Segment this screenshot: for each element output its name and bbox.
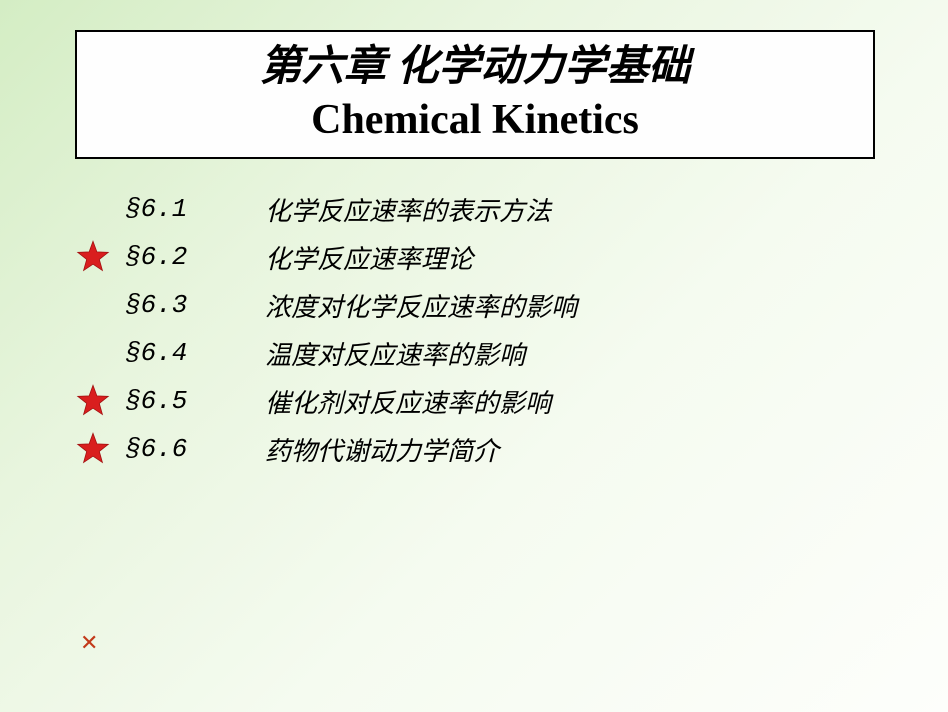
star-icon bbox=[75, 239, 111, 275]
section-number: §6.5 bbox=[125, 386, 265, 416]
toc-row: §6.5催化剂对反应速率的影响 bbox=[125, 377, 577, 425]
chapter-title-en: Chemical Kinetics bbox=[77, 95, 873, 145]
section-title: 药物代谢动力学简介 bbox=[265, 431, 499, 468]
section-title: 浓度对化学反应速率的影响 bbox=[265, 287, 577, 324]
section-number: §6.4 bbox=[125, 338, 265, 368]
section-number: §6.1 bbox=[125, 194, 265, 224]
toc-row: §6.6药物代谢动力学简介 bbox=[125, 425, 577, 473]
toc-row: §6.1化学反应速率的表示方法 bbox=[125, 185, 577, 233]
chapter-title-box: 第六章 化学动力学基础 Chemical Kinetics bbox=[75, 30, 875, 159]
x-mark-icon: ✕ bbox=[80, 630, 98, 656]
toc-row: §6.4温度对反应速率的影响 bbox=[125, 329, 577, 377]
chapter-title-cn: 第六章 化学动力学基础 bbox=[77, 40, 873, 95]
section-title: 化学反应速率理论 bbox=[265, 239, 473, 276]
toc-row: §6.2化学反应速率理论 bbox=[125, 233, 577, 281]
section-title: 催化剂对反应速率的影响 bbox=[265, 383, 551, 420]
section-number: §6.6 bbox=[125, 434, 265, 464]
toc-row: §6.3浓度对化学反应速率的影响 bbox=[125, 281, 577, 329]
section-number: §6.2 bbox=[125, 242, 265, 272]
table-of-contents: §6.1化学反应速率的表示方法§6.2化学反应速率理论§6.3浓度对化学反应速率… bbox=[125, 185, 577, 473]
star-icon bbox=[75, 431, 111, 467]
section-title: 温度对反应速率的影响 bbox=[265, 335, 525, 372]
star-icon bbox=[75, 383, 111, 419]
section-title: 化学反应速率的表示方法 bbox=[265, 191, 551, 228]
section-number: §6.3 bbox=[125, 290, 265, 320]
